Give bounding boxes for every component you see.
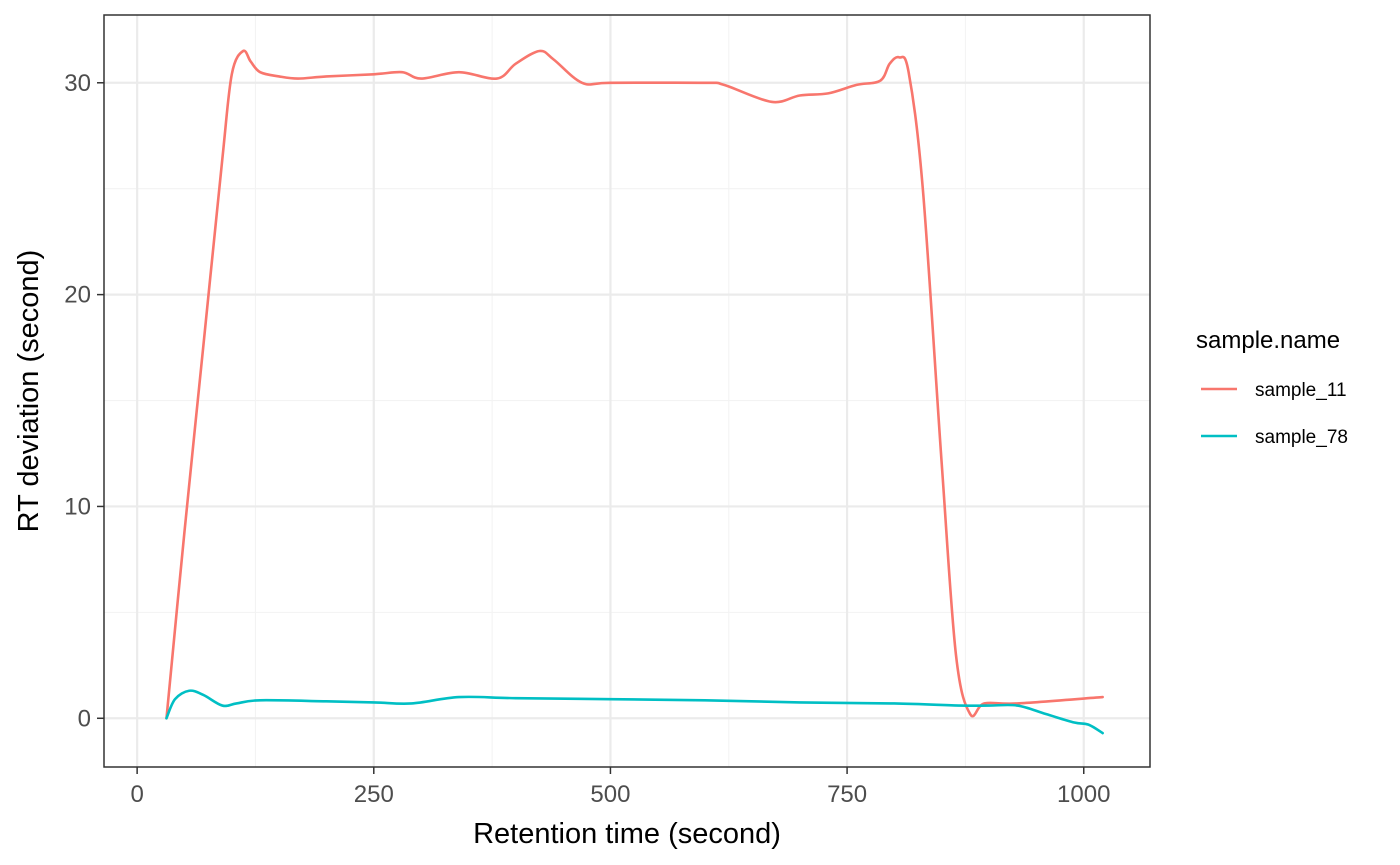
y-tick-label: 10 xyxy=(64,493,91,520)
x-tick-label: 250 xyxy=(354,781,394,808)
legend-label: sample_78 xyxy=(1255,427,1348,448)
legend: sample.name sample_11 sample_78 xyxy=(1196,327,1348,448)
legend-title: sample.name xyxy=(1196,327,1340,354)
x-tick-label: 0 xyxy=(130,781,143,808)
y-axis-title: RT deviation (second) xyxy=(13,250,45,533)
x-tick-label: 1000 xyxy=(1057,781,1110,808)
x-tick-label: 750 xyxy=(827,781,867,808)
y-tick-label: 0 xyxy=(78,705,91,732)
minor-gridlines xyxy=(104,15,1150,767)
x-tick-label: 500 xyxy=(590,781,630,808)
legend-label: sample_11 xyxy=(1255,380,1347,401)
legend-items: sample_11 sample_78 xyxy=(1201,380,1348,448)
plot-panel-border xyxy=(103,14,1151,768)
y-tick-label: 30 xyxy=(64,70,91,97)
series-lines xyxy=(165,49,1104,735)
axis-ticks xyxy=(97,82,1085,774)
axis-tick-labels: 0 250 500 750 1000 0 10 20 30 xyxy=(64,70,1110,808)
x-axis-title: Retention time (second) xyxy=(473,818,781,850)
major-gridlines xyxy=(104,15,1150,767)
y-tick-label: 20 xyxy=(64,282,91,309)
series-line-sample-78 xyxy=(165,689,1104,735)
series-line-sample-11 xyxy=(165,49,1104,720)
